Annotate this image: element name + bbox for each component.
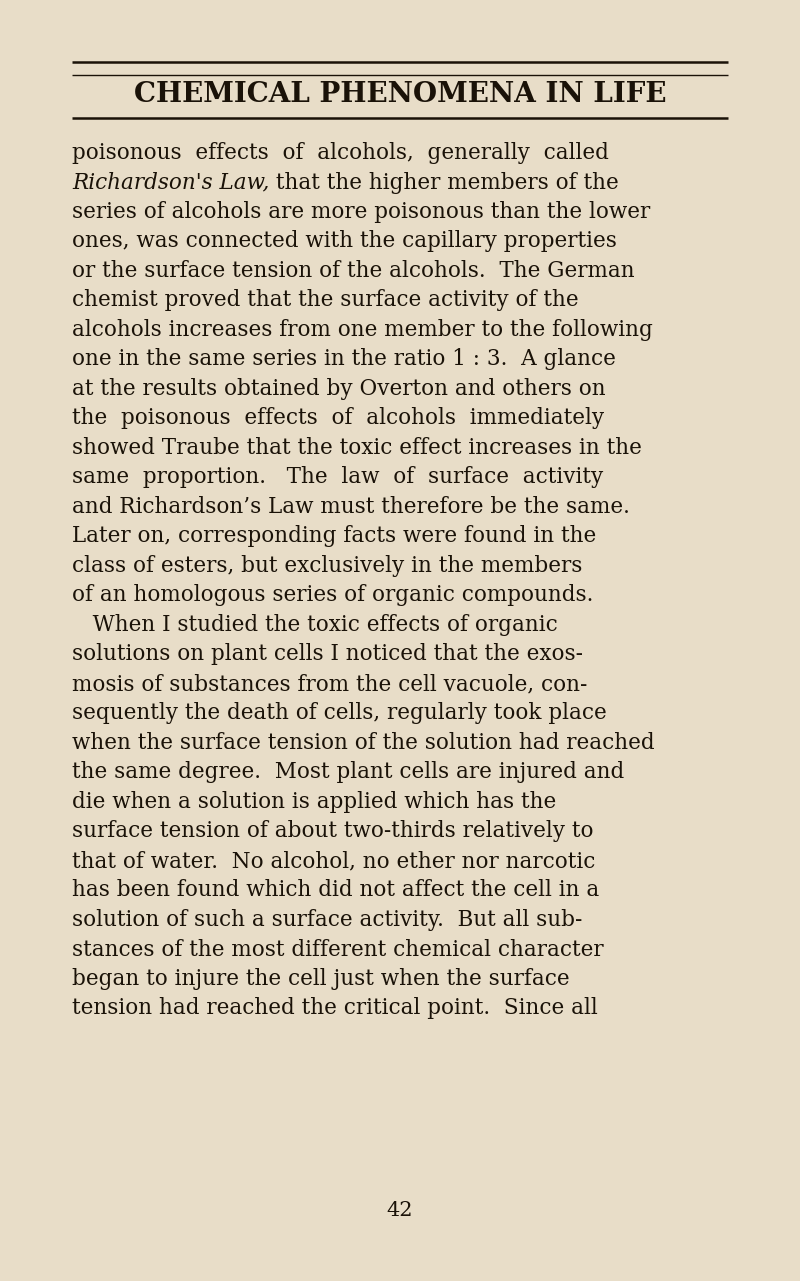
Text: surface tension of about two-thirds relatively to: surface tension of about two-thirds rela… xyxy=(72,821,594,843)
Text: the  poisonous  effects  of  alcohols  immediately: the poisonous effects of alcohols immedi… xyxy=(72,407,604,429)
Text: CHEMICAL PHENOMENA IN LIFE: CHEMICAL PHENOMENA IN LIFE xyxy=(134,82,666,109)
Text: sequently the death of cells, regularly took place: sequently the death of cells, regularly … xyxy=(72,702,606,725)
Text: stances of the most different chemical character: stances of the most different chemical c… xyxy=(72,939,604,961)
Text: When I studied the toxic effects of organic: When I studied the toxic effects of orga… xyxy=(72,614,558,635)
Text: series of alcohols are more poisonous than the lower: series of alcohols are more poisonous th… xyxy=(72,201,650,223)
Text: when the surface tension of the solution had reached: when the surface tension of the solution… xyxy=(72,731,654,755)
Text: or the surface tension of the alcohols.  The German: or the surface tension of the alcohols. … xyxy=(72,260,634,282)
Text: of an homologous series of organic compounds.: of an homologous series of organic compo… xyxy=(72,584,594,606)
Text: die when a solution is applied which has the: die when a solution is applied which has… xyxy=(72,790,556,813)
Text: has been found which did not affect the cell in a: has been found which did not affect the … xyxy=(72,880,599,902)
Text: class of esters, but exclusively in the members: class of esters, but exclusively in the … xyxy=(72,555,582,576)
Text: ones, was connected with the capillary properties: ones, was connected with the capillary p… xyxy=(72,231,617,252)
Text: alcohols increases from one member to the following: alcohols increases from one member to th… xyxy=(72,319,653,341)
Text: solutions on plant cells I noticed that the exos-: solutions on plant cells I noticed that … xyxy=(72,643,583,666)
Text: that the higher members of the: that the higher members of the xyxy=(270,172,619,193)
Text: 42: 42 xyxy=(386,1200,414,1220)
Text: poisonous  effects  of  alcohols,  generally  called: poisonous effects of alcohols, generally… xyxy=(72,142,609,164)
Text: mosis of substances from the cell vacuole, con-: mosis of substances from the cell vacuol… xyxy=(72,673,587,696)
Text: same  proportion.   The  law  of  surface  activity: same proportion. The law of surface acti… xyxy=(72,466,603,488)
Text: Richardson's Law,: Richardson's Law, xyxy=(72,172,270,193)
Text: that of water.  No alcohol, no ether nor narcotic: that of water. No alcohol, no ether nor … xyxy=(72,851,595,872)
Text: solution of such a surface activity.  But all sub-: solution of such a surface activity. But… xyxy=(72,910,582,931)
Text: one in the same series in the ratio 1 : 3.  A glance: one in the same series in the ratio 1 : … xyxy=(72,348,616,370)
Text: tension had reached the critical point.  Since all: tension had reached the critical point. … xyxy=(72,998,598,1020)
Text: showed Traube that the toxic effect increases in the: showed Traube that the toxic effect incr… xyxy=(72,437,642,459)
Text: at the results obtained by Overton and others on: at the results obtained by Overton and o… xyxy=(72,378,606,400)
Text: began to injure the cell just when the surface: began to injure the cell just when the s… xyxy=(72,968,570,990)
Text: chemist proved that the surface activity of the: chemist proved that the surface activity… xyxy=(72,290,578,311)
Text: Later on, corresponding facts were found in the: Later on, corresponding facts were found… xyxy=(72,525,596,547)
Text: the same degree.  Most plant cells are injured and: the same degree. Most plant cells are in… xyxy=(72,761,624,784)
Text: and Richardson’s Law must therefore be the same.: and Richardson’s Law must therefore be t… xyxy=(72,496,630,518)
